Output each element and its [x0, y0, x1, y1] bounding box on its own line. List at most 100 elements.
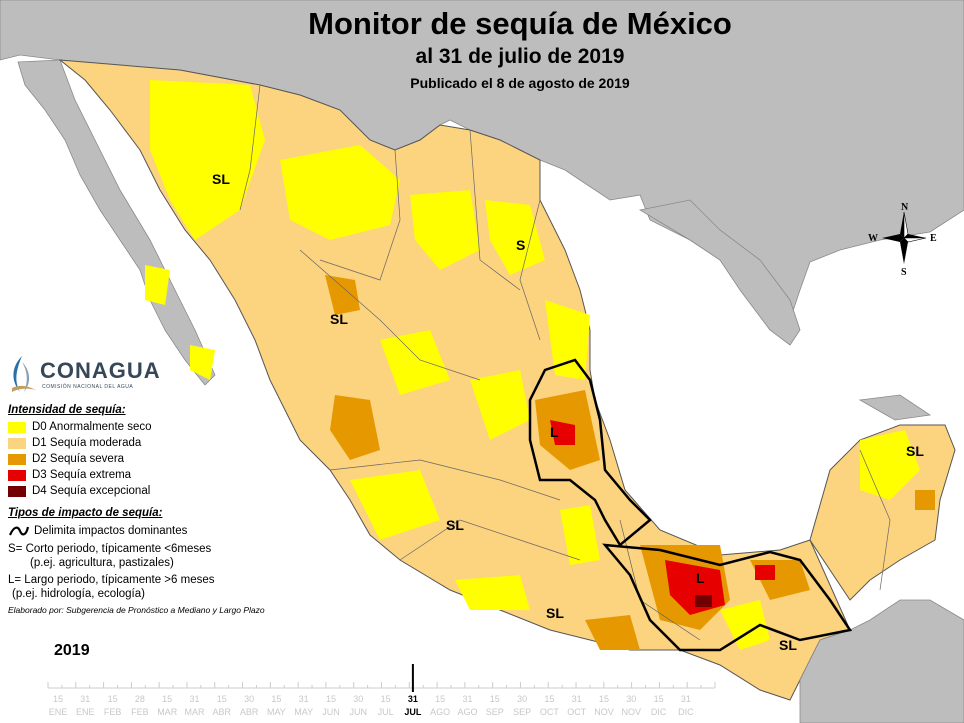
timeline-day-label: 30 — [517, 694, 528, 704]
timeline-month-label: DIC — [678, 707, 694, 717]
conagua-emblem-icon — [12, 356, 36, 392]
d0-areas — [145, 80, 920, 650]
timeline-day-label: 15 — [107, 694, 118, 704]
timeline-month-label: OCT — [567, 707, 587, 717]
legend-label-d0: D0 Anormalmente seco — [32, 421, 152, 433]
baja-california — [17, 59, 216, 386]
compass-south: S — [901, 267, 907, 276]
compass-east: E — [930, 233, 937, 244]
timeline-day-label: 15 — [544, 694, 555, 704]
legend-swatch-d2 — [8, 453, 26, 465]
timeline-day-label: 15 — [325, 694, 336, 704]
impact-line-icon — [8, 526, 30, 536]
caribbean-island — [858, 394, 932, 421]
legend-swatch-d1 — [8, 437, 26, 449]
timeline-month-label: MAR — [184, 707, 205, 717]
map-label-hidalgo: L — [550, 424, 559, 440]
legend-swatch-d0 — [8, 421, 26, 433]
compass-west: W — [868, 233, 878, 244]
timeline-day-label: 31 — [571, 694, 582, 704]
timeline-month-label: FEB — [103, 707, 122, 717]
timeline-month-label: AGO — [457, 707, 478, 717]
published-date: Publicado el 8 de agosto de 2019 — [410, 75, 630, 91]
legend-impact-heading: Tipos de impacto de sequía: — [8, 507, 163, 519]
map-label-coahuila: S — [516, 237, 526, 253]
conagua-logo: CONAGUA COMISIÓN NACIONAL DEL AGUA — [6, 352, 166, 398]
title-block: Monitor de sequía de México al 31 de jul… — [250, 6, 790, 92]
timeline-month-label: JUN — [349, 707, 368, 717]
legend: Intensidad de sequía: D0 Anormalmente se… — [8, 404, 298, 615]
legend-short-term: S= Corto periodo, típicamente <6meses — [8, 543, 212, 555]
map-subtitle: al 31 de julio de 2019 — [415, 45, 625, 68]
legend-row-d2: D2 Sequía severa — [8, 451, 298, 467]
map-label-guerrero: SL — [546, 605, 564, 621]
legend-impact-line-label: Delimita impactos dominantes — [34, 525, 188, 537]
legend-label-d1: D1 Sequía moderada — [32, 437, 142, 449]
timeline-day-label: 30 — [244, 694, 255, 704]
legend-intensity-heading: Intensidad de sequía: — [8, 404, 126, 416]
timeline-month-label: MAY — [266, 707, 286, 717]
compass-north: N — [901, 202, 909, 213]
conagua-wordmark: CONAGUA — [40, 358, 161, 383]
timeline-month-label: ABR — [212, 707, 232, 717]
central-america — [799, 599, 964, 723]
timeline-day-label: 28 — [134, 694, 145, 704]
timeline-day-label: 31 — [462, 694, 473, 704]
d4-area — [695, 595, 712, 607]
timeline-day-label: 15 — [380, 694, 391, 704]
compass-rose: N S E W — [868, 200, 940, 278]
legend-row-d4: D4 Sequía excepcional — [8, 483, 298, 499]
legend-long-term-example: (p.ej. hidrología, ecología) — [12, 588, 145, 600]
impact-boundaries — [528, 358, 853, 652]
timeline-axis — [47, 664, 716, 692]
timeline-day-label: 15 — [162, 694, 173, 704]
timeline-month-label: ENE — [76, 707, 95, 717]
map-label-puebla: L — [696, 570, 705, 586]
legend-impact-line-row: Delimita impactos dominantes — [8, 522, 298, 540]
timeline-month-label: NOV — [594, 707, 614, 717]
timeline-month-label: DIC — [650, 707, 667, 717]
legend-swatch-d3 — [8, 469, 26, 481]
compass-rose-icon: N S E W — [868, 202, 937, 278]
legend-short-term-example: (p.ej. agricultura, pastizales) — [30, 557, 174, 569]
map-label-sonora: SL — [212, 171, 230, 187]
timeline-day-label: 31 — [298, 694, 309, 704]
legend-label-d4: D4 Sequía excepcional — [32, 485, 151, 497]
timeline-day-label: 15 — [271, 694, 282, 704]
timeline: 2019 15 ENE 31 ENE 15 FEB 28 FEB 15 MAR 31 MAR 15 ABR… — [40, 640, 730, 720]
map-title: Monitor de sequía de México — [308, 6, 732, 41]
timeline-day-label: 15 — [216, 694, 227, 704]
timeline-month-label: JUL — [404, 707, 422, 717]
map-label-chiapas: SL — [779, 637, 797, 653]
map-label-yucatan: SL — [906, 443, 924, 459]
legend-row-d0: D0 Anormalmente seco — [8, 419, 298, 435]
legend-credit: Elaborado por: Subgerencia de Pronóstico… — [8, 605, 265, 615]
timeline-month-label: JUL — [377, 707, 394, 717]
timeline-month-label: NOV — [621, 707, 642, 717]
timeline-day-label: 15 — [52, 694, 63, 704]
timeline-day-label: 31 — [189, 694, 200, 704]
timeline-day-label: 31 — [80, 694, 91, 704]
map-label-durango: SL — [330, 311, 348, 327]
timeline-month-label: FEB — [131, 707, 149, 717]
timeline-month-label: SEP — [513, 707, 532, 717]
legend-row-d3: D3 Sequía extrema — [8, 467, 298, 483]
timeline-month-label: MAY — [294, 707, 314, 717]
legend-swatch-d4 — [8, 485, 26, 497]
timeline-day-label: 30 — [353, 694, 364, 704]
map-label-michoacan: SL — [446, 517, 464, 533]
timeline-day-label: 30 — [626, 694, 637, 704]
timeline-month-label: ENE — [48, 707, 68, 717]
timeline-month-label: JUN — [322, 707, 340, 717]
timeline-year: 2019 — [54, 642, 90, 659]
timeline-day-label: 15 — [653, 694, 664, 704]
timeline-month-label: OCT — [539, 707, 559, 717]
legend-label-d3: D3 Sequía extrema — [32, 469, 132, 481]
timeline-day-label: 15 — [435, 694, 446, 704]
timeline-day-label: 31 — [680, 694, 691, 704]
timeline-day-label: 15 — [598, 694, 609, 704]
timeline-month-label: MAR — [157, 707, 178, 717]
timeline-month-label: AGO — [430, 707, 451, 717]
conagua-tagline: COMISIÓN NACIONAL DEL AGUA — [42, 384, 134, 390]
